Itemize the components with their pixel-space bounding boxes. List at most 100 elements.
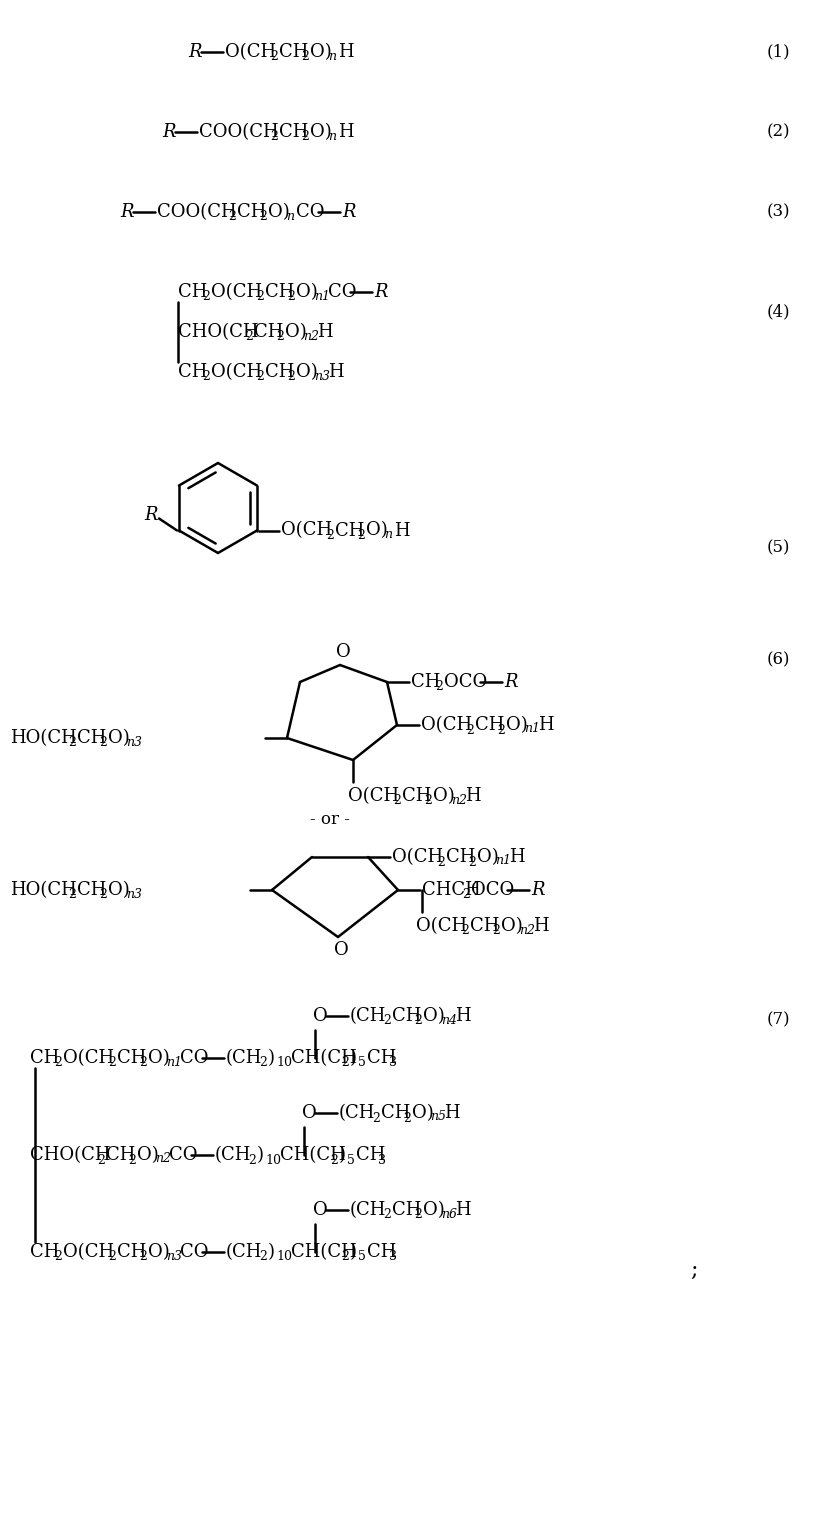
Text: O): O) [366,522,388,539]
Text: HO(CH: HO(CH [10,882,77,899]
Text: H: H [455,1201,470,1220]
Text: O): O) [310,123,332,141]
Text: H: H [444,1104,460,1121]
Text: (CH: (CH [226,1049,262,1068]
Text: 2: 2 [99,888,107,902]
Text: 3: 3 [378,1154,386,1166]
Text: 2: 2 [248,1154,256,1166]
Text: 2: 2 [68,736,76,750]
Text: R: R [342,203,355,221]
Text: CH: CH [117,1243,147,1261]
Text: (1): (1) [766,43,790,60]
Text: n2: n2 [451,794,467,806]
Text: n1: n1 [314,289,330,303]
Text: 2: 2 [424,794,432,808]
Text: 2: 2 [403,1112,411,1124]
Text: n3: n3 [314,370,330,382]
Text: (CH: (CH [226,1243,262,1261]
Text: CO: CO [296,203,324,221]
Text: 2: 2 [54,1250,62,1264]
Text: n: n [286,209,294,223]
Text: O): O) [477,848,499,866]
Text: 2: 2 [330,1154,338,1166]
Text: O: O [334,942,349,958]
Text: 2: 2 [341,1057,349,1069]
Text: OCO: OCO [444,673,487,691]
Text: O): O) [108,730,130,746]
Text: O(CH: O(CH [421,716,472,734]
Text: O): O) [296,362,318,381]
Text: 2: 2 [259,1057,267,1069]
Text: H: H [338,123,354,141]
Text: n2: n2 [519,923,535,937]
Text: O: O [336,644,350,660]
Text: 2: 2 [256,290,264,304]
Text: O): O) [423,1201,445,1220]
Text: CH: CH [475,716,504,734]
Text: 2: 2 [54,1057,62,1069]
Text: 2: 2 [202,370,210,384]
Text: O(CH: O(CH [392,848,443,866]
Text: CH: CH [279,43,308,61]
Text: CH: CH [254,323,284,341]
Text: CH: CH [392,1201,421,1220]
Text: ;: ; [690,1260,698,1281]
Text: 2: 2 [108,1250,116,1264]
Text: 2: 2 [492,925,500,937]
Text: O): O) [506,716,528,734]
Text: 2: 2 [462,888,470,902]
Text: COO(CH: COO(CH [199,123,279,141]
Text: (CH: (CH [350,1201,386,1220]
Text: O(CH: O(CH [416,917,467,935]
Text: CO: CO [328,283,356,301]
Text: CH(CH: CH(CH [291,1243,357,1261]
Text: n3: n3 [166,1249,182,1263]
Text: ): ) [339,1146,346,1164]
Text: - or -: - or - [310,811,350,828]
Text: O): O) [423,1008,445,1025]
Text: O): O) [137,1146,159,1164]
Text: H: H [338,43,354,61]
Text: 2: 2 [128,1154,136,1166]
Text: O(CH: O(CH [63,1243,114,1261]
Text: CH: CH [265,283,294,301]
Text: 2: 2 [466,723,474,736]
Text: 5: 5 [358,1250,366,1264]
Text: 2: 2 [414,1014,422,1028]
Text: CO: CO [180,1049,209,1068]
Text: (2): (2) [766,123,790,140]
Text: 2: 2 [437,856,445,868]
Text: R: R [188,43,201,61]
Text: H: H [465,786,481,805]
Text: 2: 2 [270,131,278,143]
Text: n: n [328,129,336,143]
Text: 2: 2 [202,290,210,304]
Text: 2: 2 [228,210,236,224]
Text: 3: 3 [389,1250,397,1264]
Text: 10: 10 [276,1057,292,1069]
Text: O(CH: O(CH [348,786,399,805]
Text: CO: CO [169,1146,197,1164]
Text: CO: CO [180,1243,209,1261]
Text: (CH: (CH [215,1146,251,1164]
Text: 10: 10 [276,1250,292,1264]
Text: O): O) [433,786,455,805]
Text: (6): (6) [766,651,790,668]
Text: R: R [504,673,518,691]
Text: O): O) [310,43,332,61]
Text: (7): (7) [766,1012,790,1029]
Text: O: O [313,1008,328,1025]
Text: (4): (4) [766,304,790,321]
Text: 2: 2 [341,1250,349,1264]
Text: CH: CH [470,917,500,935]
Text: n3: n3 [126,736,142,748]
Text: H: H [328,362,344,381]
Text: O(CH: O(CH [63,1049,114,1068]
Text: R: R [374,283,387,301]
Text: n1: n1 [524,722,540,736]
Text: 5: 5 [347,1154,355,1166]
Text: O): O) [108,882,130,899]
Text: H: H [394,522,410,539]
Text: ): ) [257,1146,264,1164]
Text: O): O) [148,1243,170,1261]
